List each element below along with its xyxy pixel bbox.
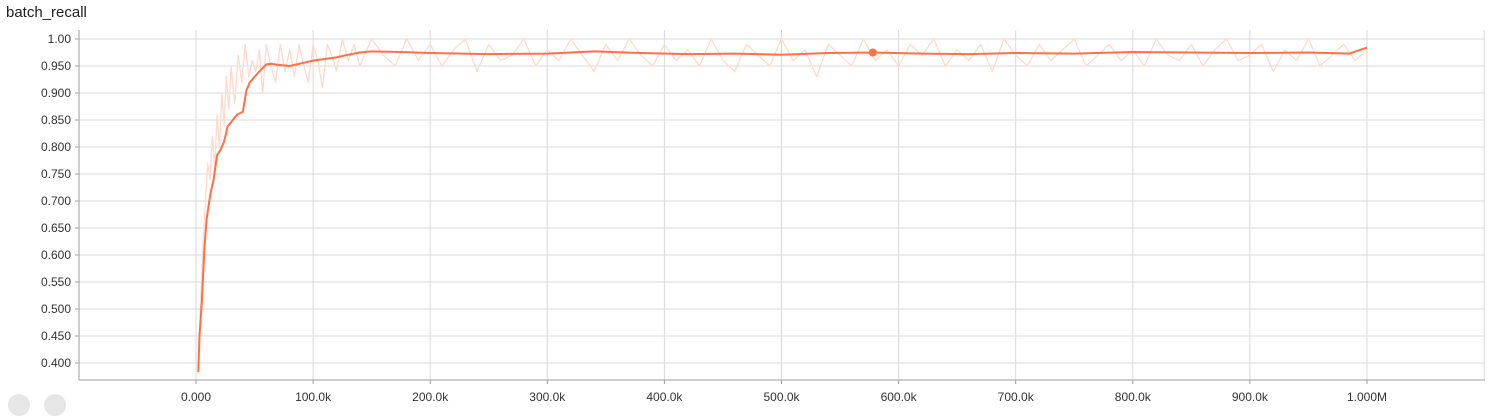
y-tick-label: 0.400 [41, 356, 71, 370]
expand-button[interactable] [8, 394, 30, 416]
x-tick-label: 700.0k [998, 390, 1035, 404]
y-tick-label: 0.450 [41, 329, 71, 343]
x-tick-label: 200.0k [412, 390, 449, 404]
highlight-point[interactable] [868, 48, 877, 57]
grid-lines [79, 30, 1485, 380]
plot-area: 0.400 0.450 0.500 0.550 0.600 0.650 0.700 0.750… [41, 30, 1485, 404]
x-tick-label: 400.0k [646, 390, 683, 404]
y-tick-label: 0.550 [41, 275, 71, 289]
x-tick-label: 300.0k [529, 390, 566, 404]
smoothed-series [197, 46, 1368, 373]
hover-marker [868, 48, 877, 57]
x-tick-label: 900.0k [1232, 390, 1269, 404]
y-tick-label: 1.00 [48, 32, 72, 46]
y-tick-label: 0.850 [41, 113, 71, 127]
y-tick-label: 0.800 [41, 140, 71, 154]
x-tick-label: 100.0k [295, 390, 332, 404]
y-tick-label: 0.750 [41, 167, 71, 181]
x-tick-label: 800.0k [1115, 390, 1152, 404]
x-tick-label: 500.0k [763, 390, 800, 404]
y-tick-label: 0.700 [41, 194, 71, 208]
x-tick-label: 600.0k [881, 390, 918, 404]
y-tick-label: 0.950 [41, 59, 71, 73]
raw-series-line [197, 38, 1368, 369]
y-tick-label: 0.900 [41, 86, 71, 100]
raw-series [197, 38, 1368, 369]
toggle-log-scale-button[interactable] [44, 394, 66, 416]
y-tick-labels: 0.400 0.450 0.500 0.550 0.600 0.650 0.700 0.750… [41, 32, 79, 370]
smoothed-series-line [197, 46, 1368, 373]
x-tick-label: 0.000 [181, 390, 211, 404]
y-tick-label: 0.650 [41, 221, 71, 235]
x-tick-label: 1.000M [1347, 390, 1387, 404]
y-tick-label: 0.600 [41, 248, 71, 262]
y-tick-label: 0.500 [41, 302, 71, 316]
x-tick-labels: 0.000 100.0k 200.0k 300.0k 400.0k 500.0k 600.0… [181, 380, 1387, 404]
chart-title: batch_recall [6, 4, 87, 21]
